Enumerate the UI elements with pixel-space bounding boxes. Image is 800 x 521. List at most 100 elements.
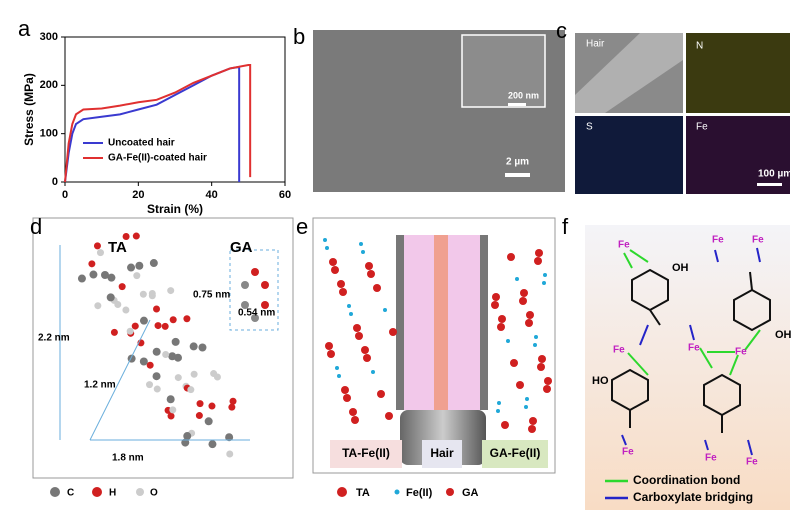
particle (529, 417, 537, 425)
atom (133, 272, 141, 280)
dimension-label: 2.2 nm (38, 333, 70, 344)
legend-icon (394, 489, 400, 495)
cuticle (396, 235, 404, 410)
particle (526, 311, 534, 319)
particle (538, 355, 546, 363)
atom (204, 417, 213, 426)
atom (173, 353, 182, 362)
particle (542, 281, 546, 285)
map-label: Fe (696, 122, 708, 133)
particle (535, 249, 543, 257)
hydroxyl-label: HO (592, 375, 609, 387)
fe-label: Fe (618, 240, 630, 251)
particle (365, 262, 373, 270)
fe-label: Fe (746, 457, 758, 468)
atom (183, 315, 191, 323)
atom (122, 306, 130, 314)
atom (228, 403, 236, 411)
particle (341, 386, 349, 394)
atom (107, 273, 116, 282)
particle (349, 408, 357, 416)
particle (492, 293, 500, 301)
atom (139, 290, 147, 298)
particle (543, 385, 551, 393)
particle (520, 289, 528, 297)
atom (126, 327, 134, 335)
particle (343, 394, 351, 402)
atom (148, 292, 156, 300)
fe-label: Fe (735, 347, 747, 358)
atom (89, 270, 98, 279)
particle (359, 242, 363, 246)
atom (187, 386, 195, 394)
particle (497, 401, 501, 405)
x-tick-label: 60 (279, 189, 291, 201)
scale-bar (505, 173, 530, 177)
particle (335, 366, 339, 370)
atom (226, 450, 234, 458)
atom (77, 274, 86, 283)
particle (506, 339, 510, 343)
dimension-line (89, 319, 151, 441)
particle (385, 412, 393, 420)
particle (537, 363, 545, 371)
panel-frame (32, 217, 294, 479)
atom-legend (136, 488, 144, 496)
particle (501, 421, 509, 429)
legend-label: GA-Fe(II)-coated hair (108, 153, 207, 164)
atom (96, 249, 104, 257)
region-box (482, 440, 548, 468)
atom (94, 302, 102, 310)
particle (519, 297, 527, 305)
hydroxyl-label: OH (672, 262, 689, 274)
atom (229, 397, 237, 405)
atom (213, 373, 221, 381)
hair-base (400, 410, 486, 465)
particle (491, 301, 499, 309)
particle (361, 250, 365, 254)
eds-map (575, 116, 683, 194)
particle (327, 350, 335, 358)
panel-label: a (18, 16, 31, 41)
cuticle (480, 235, 488, 410)
particle (524, 405, 528, 409)
x-tick-label: 40 (206, 189, 218, 201)
y-tick-label: 0 (52, 176, 58, 188)
data-line (64, 65, 241, 183)
legend-icon (337, 487, 347, 497)
atom (166, 395, 175, 404)
atom (132, 232, 140, 240)
atom (153, 385, 161, 393)
y-axis-label: Stress (MPa) (22, 73, 36, 146)
atom (190, 370, 198, 378)
fe-label: Fe (622, 447, 634, 458)
particle (367, 270, 375, 278)
coordination-bonds (623, 249, 761, 376)
legend-label: Fe(II) (406, 487, 433, 499)
particle (510, 359, 518, 367)
particles (323, 238, 552, 433)
atom (139, 316, 148, 325)
particle (323, 238, 327, 242)
particle (351, 416, 359, 424)
x-tick-label: 20 (132, 189, 144, 201)
atom (167, 412, 175, 420)
atom (152, 347, 161, 356)
particle (534, 335, 538, 339)
particle (363, 354, 371, 362)
atom (93, 242, 101, 250)
atom (195, 412, 203, 420)
particle (543, 273, 547, 277)
atom (106, 293, 115, 302)
particle (528, 425, 536, 433)
atom (149, 259, 158, 268)
molecule-label: GA (230, 239, 253, 256)
particle (498, 315, 506, 323)
particle (325, 246, 329, 250)
atom (135, 261, 144, 270)
particle (349, 312, 353, 316)
molecule (77, 232, 269, 458)
y-tick-label: 100 (40, 128, 58, 140)
legend-label: C (67, 488, 74, 499)
